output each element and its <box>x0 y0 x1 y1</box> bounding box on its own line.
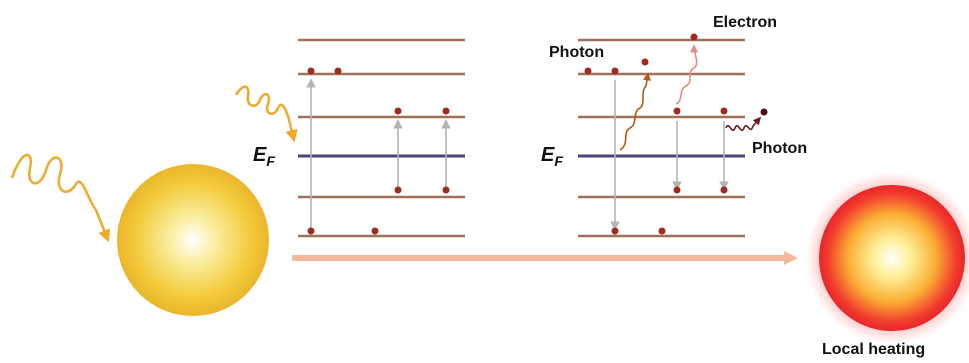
electron-dot <box>307 227 315 235</box>
right-electrons <box>584 33 768 235</box>
fermi-level-subscript: F <box>554 153 563 169</box>
electron-dot <box>611 227 619 235</box>
photon-particle <box>760 108 768 116</box>
electron-dot <box>641 58 649 66</box>
incident-light-wave-left <box>10 153 111 243</box>
electron-label: Electron <box>713 14 778 31</box>
electron-dot <box>720 107 728 115</box>
electron-dot <box>611 67 619 75</box>
gold-nanoparticle <box>117 164 269 316</box>
left-energy-levels <box>298 38 465 238</box>
photon-emission-wave <box>619 72 651 151</box>
photon-emission-wave-right <box>725 116 762 132</box>
fermi-level-symbol: E <box>541 144 555 166</box>
electron-dot <box>673 107 681 115</box>
electron-dot <box>371 227 379 235</box>
electron-emission-wave <box>675 44 699 105</box>
electron-dot <box>307 67 315 75</box>
right-energy-levels <box>578 38 745 238</box>
electron-dot <box>690 33 698 41</box>
photon-label-top: Photon <box>549 44 605 61</box>
local-heating-label: Local heating <box>822 341 926 358</box>
left-electrons <box>307 67 450 235</box>
hot-nanoparticle <box>819 185 965 331</box>
electron-dot <box>442 107 450 115</box>
electron-dot <box>442 186 450 194</box>
process-arrow-head <box>784 251 798 265</box>
electron-dot <box>720 186 728 194</box>
electron-dot <box>658 227 666 235</box>
fermi-level-label-right: EF <box>541 144 563 169</box>
incident-light-wave-panel <box>234 85 298 143</box>
fermi-level-label-left: EF <box>253 144 275 169</box>
fermi-level-subscript: F <box>266 153 275 169</box>
electron-dot <box>584 67 592 75</box>
photon-label-right: Photon <box>752 140 808 157</box>
electron-dot <box>394 107 402 115</box>
electron-dot <box>673 186 681 194</box>
electron-dot <box>394 186 402 194</box>
fermi-level-symbol: E <box>253 144 267 166</box>
electron-dot <box>334 67 342 75</box>
